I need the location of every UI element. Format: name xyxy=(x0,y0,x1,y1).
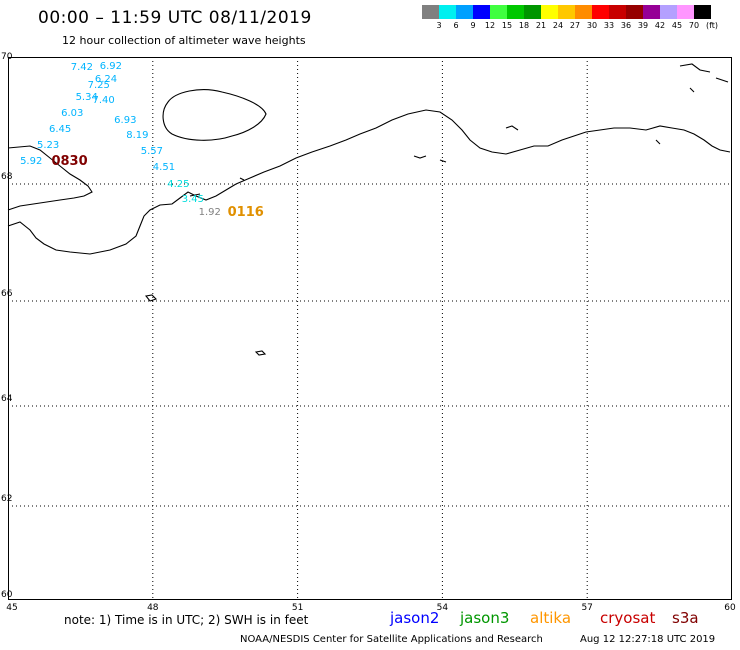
legend-label: 9 xyxy=(470,21,476,30)
wave-height-value: 6.45 xyxy=(49,124,72,136)
island-small-3 xyxy=(239,177,245,181)
legend-label: 36 xyxy=(620,21,632,30)
color-legend xyxy=(422,5,711,19)
wave-height-value: 6.93 xyxy=(114,114,137,126)
island-kolguev xyxy=(162,89,267,141)
map-frame xyxy=(8,57,732,600)
legend-swatch xyxy=(507,5,524,19)
legend-label: 3 xyxy=(436,21,442,30)
legend-swatch xyxy=(422,5,439,19)
longitude-label: 57 xyxy=(581,603,593,613)
latitude-label: 66 xyxy=(1,289,13,299)
coastline-mainland-east xyxy=(235,109,731,185)
wave-height-value: 5.23 xyxy=(36,139,60,151)
gridlines xyxy=(8,57,732,600)
legend-label: 70 xyxy=(688,21,700,30)
island-small-1 xyxy=(144,294,158,302)
wave-height-value: 3.45 xyxy=(181,194,205,206)
legend-swatch xyxy=(541,5,558,19)
legend-label: 6 xyxy=(453,21,459,30)
legend-swatch xyxy=(626,5,643,19)
wave-height-value: 7.42 xyxy=(70,61,93,73)
credit-line: NOAA/NESDIS Center for Satellite Applica… xyxy=(240,634,543,645)
coastline xyxy=(7,63,731,356)
wave-height-value: 8.19 xyxy=(126,130,149,142)
legend-label: 24 xyxy=(552,21,564,30)
legend-swatch xyxy=(660,5,677,19)
wave-height-value: 6.03 xyxy=(61,108,84,120)
latitude-label: 68 xyxy=(1,172,13,182)
island-small-9 xyxy=(413,155,427,159)
legend-label: 21 xyxy=(535,21,547,30)
wave-height-value: 5.57 xyxy=(140,146,163,158)
wave-height-value: 6.92 xyxy=(99,60,122,72)
legend-label: 42 xyxy=(654,21,666,30)
satellite-name: s3a xyxy=(672,609,699,627)
legend-swatch xyxy=(694,5,711,19)
wave-height-value: 7.40 xyxy=(92,95,115,107)
legend-swatch xyxy=(456,5,473,19)
latitude-label: 70 xyxy=(1,52,13,62)
legend-swatch xyxy=(592,5,609,19)
wave-height-value: 4.25 xyxy=(167,179,190,191)
wave-height-value: 1.92 xyxy=(198,207,221,219)
wave-height-value: 5.92 xyxy=(20,155,43,167)
legend-swatch xyxy=(473,5,490,19)
island-small-4 xyxy=(679,63,711,73)
island-small-8 xyxy=(655,139,661,145)
pass-time-label: 0116 xyxy=(227,205,264,221)
legend-label: 18 xyxy=(518,21,530,30)
legend-swatch xyxy=(677,5,694,19)
island-small-2 xyxy=(254,350,267,356)
wave-height-value: 6.24 xyxy=(94,74,118,86)
legend-swatch xyxy=(439,5,456,19)
island-small-7 xyxy=(505,125,519,131)
pass-time-label: 0830 xyxy=(51,153,88,169)
satellite-name: jason3 xyxy=(460,609,510,627)
legend-swatch xyxy=(609,5,626,19)
island-small-5 xyxy=(715,77,729,83)
satellite-name: jason2 xyxy=(390,609,440,627)
longitude-label: 45 xyxy=(6,603,18,613)
longitude-label: 48 xyxy=(147,603,159,613)
longitude-label: 60 xyxy=(724,603,736,613)
generated-timestamp: Aug 12 12:27:18 UTC 2019 xyxy=(580,634,716,645)
longitude-label: 54 xyxy=(436,603,449,613)
legend-swatch xyxy=(524,5,541,19)
footnote: note: 1) Time is in UTC; 2) SWH is in fe… xyxy=(64,613,309,627)
legend-label: 39 xyxy=(637,21,649,30)
latitude-label: 64 xyxy=(1,394,13,404)
legend-label: 45 xyxy=(671,21,683,30)
legend-swatch xyxy=(490,5,507,19)
wave-height-value: 7.25 xyxy=(87,79,110,91)
legend-swatch xyxy=(643,5,660,19)
island-small-10 xyxy=(439,159,447,163)
page-subtitle: 12 hour collection of altimeter wave hei… xyxy=(62,34,306,47)
legend-label: 27 xyxy=(569,21,581,30)
legend-label: 12 xyxy=(484,21,496,30)
island-small-11 xyxy=(189,193,201,197)
wave-height-value: 4.51 xyxy=(152,162,176,174)
legend-swatch xyxy=(558,5,575,19)
island-small-6 xyxy=(689,87,695,93)
wave-height-value: 5.34 xyxy=(75,92,98,104)
latitude-label: 60 xyxy=(1,590,13,600)
legend-unit: (ft) xyxy=(706,21,719,30)
legend-label: 15 xyxy=(501,21,513,30)
legend-label: 30 xyxy=(586,21,598,30)
coastline-kanin-north xyxy=(7,145,93,211)
legend-swatch xyxy=(575,5,592,19)
color-legend-labels: 3 6 9 12 15 18 21 24 27 30 33 36 39 42 45 70 (ft) xyxy=(422,21,740,33)
satellite-name: cryosat xyxy=(600,609,656,627)
page-title: 00:00 – 11:59 UTC 08/11/2019 xyxy=(38,8,312,28)
satellite-name: altika xyxy=(530,609,572,627)
coastline-mainland-west xyxy=(7,183,237,255)
legend-label: 33 xyxy=(603,21,615,30)
latitude-label: 62 xyxy=(1,494,13,504)
longitude-label: 51 xyxy=(291,603,304,613)
